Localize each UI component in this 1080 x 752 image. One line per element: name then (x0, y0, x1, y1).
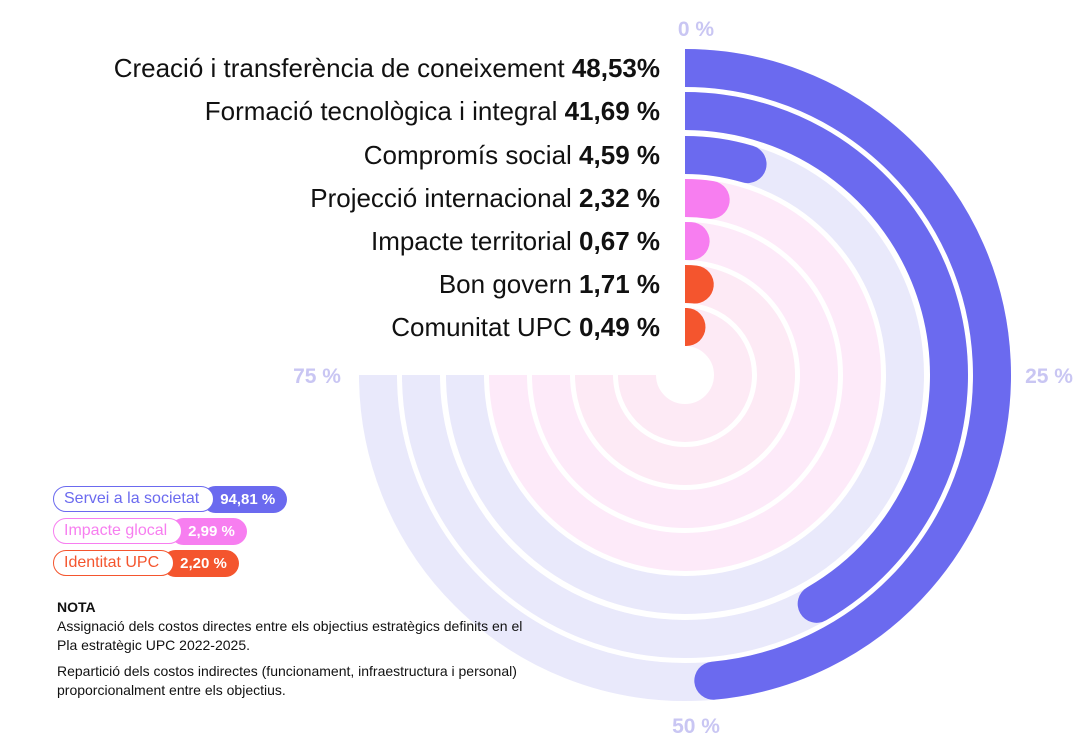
ring-label: Projecció internacional 2,32 % (310, 183, 660, 213)
ring-separator (657, 347, 713, 403)
ring-labels: Creació i transferència de coneixement 4… (114, 53, 660, 342)
ring-label-name: Creació i transferència de coneixement (114, 53, 572, 83)
ring-label-value: 48,53% (572, 53, 660, 83)
note-text-2: Repartició dels costos indirectes (funci… (57, 663, 517, 698)
ring-label-value: 41,69 % (565, 96, 660, 126)
legend-label: Identitat UPC (53, 550, 175, 576)
ring-track (532, 222, 838, 528)
ring-track (618, 308, 752, 442)
legend-label: Servei a la societat (53, 486, 215, 512)
ring-bar (666, 136, 767, 184)
ring-bar (666, 264, 714, 304)
ring-bar (666, 179, 730, 219)
ring-label-name: Bon govern (439, 269, 579, 299)
ring-label-name: Formació tecnològica i integral (205, 96, 565, 126)
ring-bar-cap-mask (663, 307, 685, 347)
ring-label-value: 0,49 % (579, 312, 660, 342)
legend-total: 2,99 % (170, 517, 247, 545)
ring-label: Creació i transferència de coneixement 4… (114, 53, 660, 83)
axis-label: 50 % (672, 715, 720, 738)
axis-labels: 0 % 25 % 50 % 75 % (293, 18, 1073, 738)
ring-bar-cap-mask (663, 221, 685, 261)
ring-label-value: 0,67 % (579, 226, 660, 256)
ring-label: Formació tecnològica i integral 41,69 % (205, 96, 660, 126)
ring-separator (528, 218, 842, 532)
legend-item-identitat: Identitat UPC 2,20 % (53, 549, 287, 577)
ring-bar-cap-mask (663, 178, 685, 218)
legend: Servei a la societat 94,81 % Impacte glo… (53, 485, 288, 582)
ring-separator (485, 175, 885, 575)
ring-label: Compromís social 4,59 % (364, 140, 660, 170)
ring-separator (614, 304, 756, 446)
ring-track (575, 265, 795, 485)
ring-label-name: Impacte territorial (371, 226, 579, 256)
ring-track (489, 179, 881, 571)
ring-separator (571, 261, 799, 489)
note-title: NOTA (57, 599, 96, 615)
ring-bar-cap-mask (663, 135, 685, 175)
ring-separator (398, 88, 972, 662)
ring-label-value: 1,71 % (579, 269, 660, 299)
ring-bar (666, 49, 1011, 700)
ring-bars (663, 48, 1011, 700)
legend-total: 2,20 % (162, 549, 239, 577)
ring-bar-cap-mask (663, 264, 685, 304)
ring-label-name: Projecció internacional (310, 183, 579, 213)
ring-label-name: Comunitat UPC (391, 312, 579, 342)
ring-label: Impacte territorial 0,67 % (371, 226, 660, 256)
legend-item-impacte: Impacte glocal 2,99 % (53, 517, 287, 545)
axis-label: 25 % (1025, 365, 1073, 388)
ring-label-name: Compromís social (364, 140, 579, 170)
axis-label: 0 % (678, 18, 715, 41)
ring-bar (666, 92, 968, 623)
ring-separator (441, 131, 929, 619)
axis-label: 75 % (293, 365, 341, 388)
note-text-1: Assignació dels costos directes entre el… (57, 618, 523, 653)
ring-track (446, 136, 924, 614)
legend-total: 94,81 % (202, 485, 288, 513)
ring-label-value: 2,32 % (579, 183, 660, 213)
ring-label: Comunitat UPC 0,49 % (391, 312, 660, 342)
ring-bar-cap-mask (663, 48, 685, 88)
ring-label: Bon govern 1,71 % (439, 269, 660, 299)
ring-label-value: 4,59 % (579, 140, 660, 170)
legend-label: Impacte glocal (53, 518, 183, 544)
note: NOTA Assignació dels costos directes ent… (57, 598, 527, 707)
ring-bar-cap-mask (663, 91, 685, 131)
legend-item-servei: Servei a la societat 94,81 % (53, 485, 288, 513)
